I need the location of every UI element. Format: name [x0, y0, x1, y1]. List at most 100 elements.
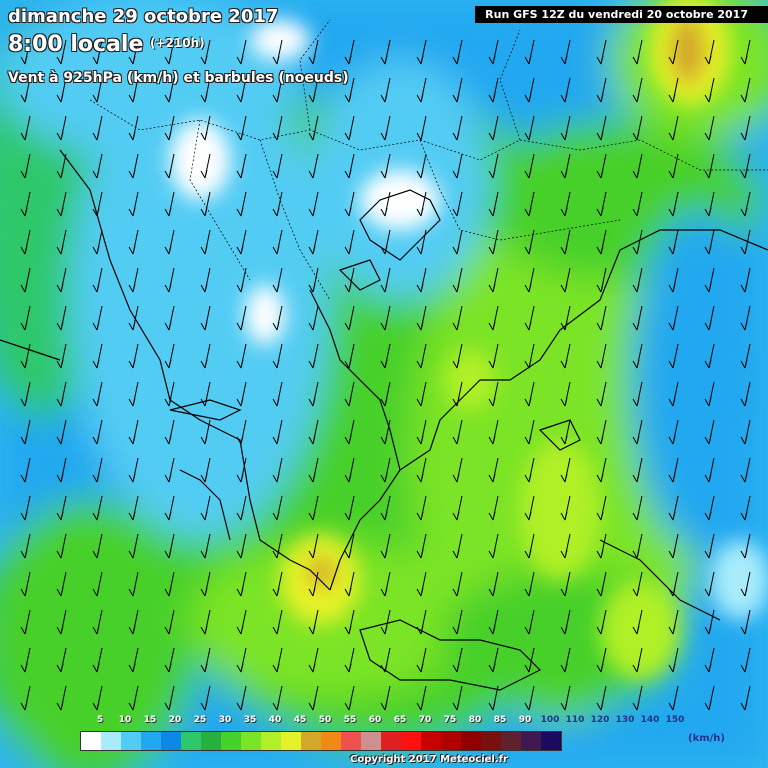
wind-barb: [92, 533, 103, 559]
wind-barb: [56, 457, 67, 483]
legend-swatch: [541, 732, 561, 750]
wind-barb: [92, 685, 103, 711]
wind-barb: [308, 343, 319, 369]
wind-barb: [128, 495, 139, 521]
forecast-date: dimanche 29 octobre 2017: [8, 6, 279, 27]
wind-barb: [452, 457, 463, 483]
legend-swatch: [121, 732, 141, 750]
wind-barb: [308, 685, 319, 711]
wind-barb: [236, 191, 247, 217]
wind-barb: [164, 267, 175, 293]
wind-barb: [632, 267, 643, 293]
wind-barb: [272, 457, 283, 483]
wind-barb: [344, 685, 355, 711]
wind-barb: [488, 39, 499, 65]
wind-barb: [668, 77, 679, 103]
wind-barb: [56, 343, 67, 369]
wind-barb: [524, 191, 535, 217]
wind-barb: [200, 153, 211, 179]
wind-barb: [236, 571, 247, 597]
wind-barb: [56, 305, 67, 331]
wind-barb: [524, 647, 535, 673]
wind-barb: [56, 153, 67, 179]
wind-barb: [344, 419, 355, 445]
wind-barb: [380, 571, 391, 597]
legend-swatch: [421, 732, 441, 750]
wind-barb: [200, 191, 211, 217]
wind-barb: [92, 229, 103, 255]
wind-barb: [740, 267, 751, 293]
wind-barb: [668, 381, 679, 407]
wind-barb: [704, 571, 715, 597]
wind-barb: [560, 305, 571, 331]
wind-barb: [272, 609, 283, 635]
wind-barb: [200, 419, 211, 445]
wind-barb: [452, 39, 463, 65]
wind-barb: [416, 419, 427, 445]
legend-label: 120: [590, 715, 610, 725]
wind-barb: [344, 39, 355, 65]
wind-barb: [596, 153, 607, 179]
wind-barb: [200, 381, 211, 407]
wind-barb: [380, 191, 391, 217]
wind-barb: [416, 305, 427, 331]
wind-barb: [740, 685, 751, 711]
wind-barb: [416, 39, 427, 65]
wind-barb: [272, 419, 283, 445]
legend-swatch: [201, 732, 221, 750]
wind-barb: [704, 77, 715, 103]
wind-barb: [344, 647, 355, 673]
wind-barb: [632, 77, 643, 103]
wind-barb: [344, 533, 355, 559]
wind-barb: [236, 609, 247, 635]
wind-barb: [272, 381, 283, 407]
wind-barb: [740, 39, 751, 65]
wind-barb: [560, 381, 571, 407]
wind-barb: [524, 419, 535, 445]
wind-barb: [164, 343, 175, 369]
wind-barb: [668, 419, 679, 445]
wind-barb: [380, 229, 391, 255]
wind-barb: [704, 191, 715, 217]
wind-barb: [596, 533, 607, 559]
wind-barb: [488, 533, 499, 559]
wind-barb: [56, 229, 67, 255]
wind-barb: [380, 39, 391, 65]
wind-barb: [20, 533, 31, 559]
wind-barb: [596, 343, 607, 369]
wind-barb: [380, 419, 391, 445]
wind-barb: [740, 191, 751, 217]
wind-barb: [164, 39, 175, 65]
wind-barb: [452, 153, 463, 179]
wind-barb: [236, 685, 247, 711]
wind-barb: [92, 457, 103, 483]
wind-barb: [596, 267, 607, 293]
wind-barb: [704, 647, 715, 673]
wind-barb: [668, 457, 679, 483]
wind-barb: [164, 609, 175, 635]
wind-barb: [128, 419, 139, 445]
wind-barb: [560, 229, 571, 255]
wind-barb: [272, 153, 283, 179]
wind-barb: [524, 685, 535, 711]
wind-barb: [668, 115, 679, 141]
wind-barb: [20, 647, 31, 673]
wind-barb: [92, 191, 103, 217]
wind-barb: [668, 153, 679, 179]
wind-barb: [452, 229, 463, 255]
wind-barb: [668, 305, 679, 331]
wind-barb: [416, 381, 427, 407]
wind-barb: [56, 115, 67, 141]
wind-barb: [524, 457, 535, 483]
wind-barb: [596, 77, 607, 103]
wind-barb: [452, 533, 463, 559]
wind-barb: [56, 191, 67, 217]
legend-swatch: [161, 732, 181, 750]
wind-barb: [488, 571, 499, 597]
wind-barb: [524, 229, 535, 255]
wind-barb: [380, 115, 391, 141]
wind-barb: [596, 609, 607, 635]
wind-barb: [200, 533, 211, 559]
legend-label: 110: [565, 715, 585, 725]
wind-barb: [452, 571, 463, 597]
